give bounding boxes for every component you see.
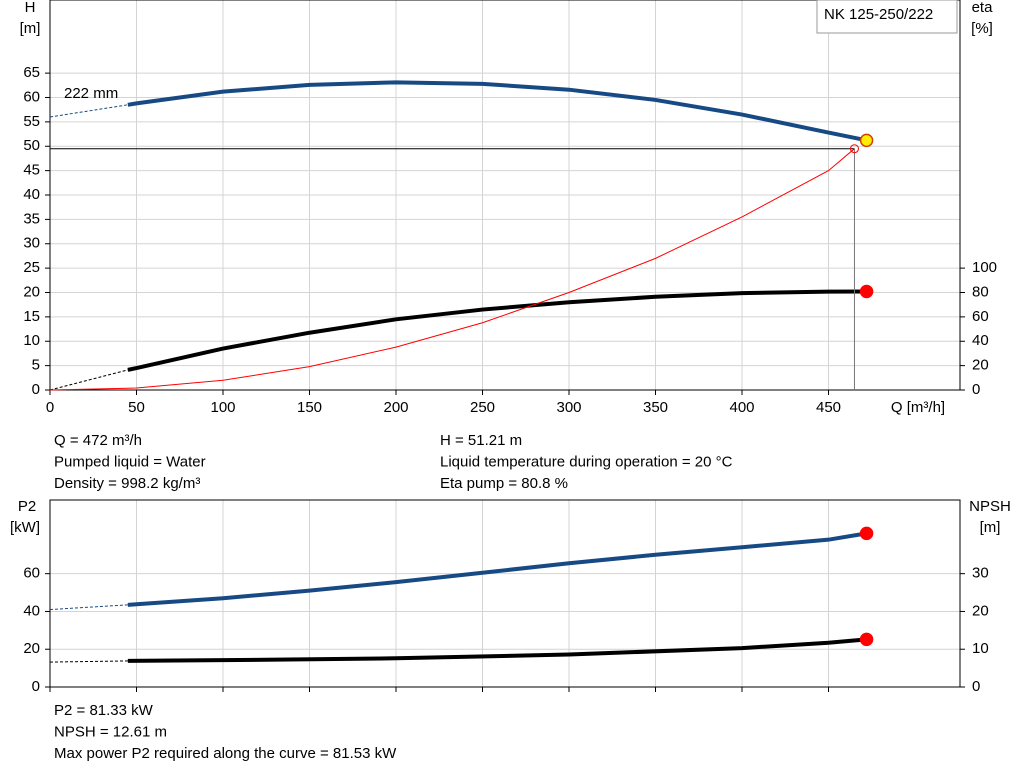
info-text: H = 51.21 m [440, 432, 522, 449]
y-tick-label: 0 [32, 678, 40, 695]
y-tick-label: 60 [23, 88, 40, 105]
y-tick-label: 45 [23, 162, 40, 179]
y-tick-label: 55 [23, 113, 40, 130]
y2-axis-label: eta [972, 0, 994, 16]
curve [49, 369, 128, 391]
y-tick-label: 50 [23, 137, 40, 154]
y2-axis-label: [m] [980, 519, 1001, 536]
y-tick-label: 20 [23, 640, 40, 657]
x-tick-label: 450 [816, 399, 841, 416]
point [859, 632, 874, 647]
x-tick-label: 50 [128, 399, 145, 416]
point [859, 133, 874, 148]
title-box [816, 0, 958, 34]
y-tick-label: 40 [23, 602, 40, 619]
curve [127, 637, 867, 663]
curve [127, 289, 867, 372]
y2-axis-label: NPSH [969, 498, 1011, 515]
x-tick-label: 0 [46, 399, 54, 416]
x-tick-label: 300 [556, 399, 581, 416]
curve [49, 148, 855, 391]
y-tick-label: 10 [23, 332, 40, 349]
y2-tick-label: 60 [972, 308, 989, 325]
curve [49, 604, 128, 611]
info-text: Max power P2 required along the curve = … [54, 745, 397, 762]
x-axis-label: Q [m³/h] [891, 399, 945, 416]
y2-tick-label: 10 [972, 640, 989, 657]
info-text: P2 = 81.33 kW [54, 702, 154, 719]
y-tick-label: 65 [23, 64, 40, 81]
point [859, 526, 874, 541]
y-tick-label: 40 [23, 186, 40, 203]
info-text: Pumped liquid = Water [54, 453, 206, 470]
x-tick-label: 200 [383, 399, 408, 416]
info-text: Liquid temperature during operation = 20… [440, 453, 733, 470]
y2-tick-label: 100 [972, 259, 997, 276]
y-tick-label: 35 [23, 210, 40, 227]
y-tick-label: 25 [23, 259, 40, 276]
chart-title: NK 125-250/222 [824, 6, 933, 23]
y-tick-label: 15 [23, 308, 40, 325]
y2-axis-label: [%] [971, 20, 993, 37]
y-tick-label: 0 [32, 381, 40, 398]
y-axis-label: [kW] [10, 519, 40, 536]
y-axis-label: H [25, 0, 36, 16]
y2-tick-label: 80 [972, 283, 989, 300]
info-text: NPSH = 12.61 m [54, 723, 167, 740]
x-tick-label: 100 [210, 399, 235, 416]
x-tick-label: 350 [643, 399, 668, 416]
y2-tick-label: 20 [972, 357, 989, 374]
curve-label: 222 mm [64, 85, 118, 102]
y2-tick-label: 40 [972, 332, 989, 349]
y-tick-label: 30 [23, 235, 40, 252]
x-tick-label: 150 [297, 399, 322, 416]
curve [49, 660, 128, 663]
y-tick-label: 60 [23, 565, 40, 582]
y2-tick-label: 0 [972, 678, 980, 695]
curve [127, 531, 867, 607]
x-tick-label: 250 [470, 399, 495, 416]
plot-frame [49, 499, 961, 688]
info-text: Density = 998.2 kg/m³ [54, 475, 200, 492]
info-text: Q = 472 m³/h [54, 432, 142, 449]
y2-tick-label: 0 [972, 381, 980, 398]
plot-frame [49, 0, 961, 391]
info-text: Eta pump = 80.8 % [440, 475, 568, 492]
curve [49, 104, 128, 118]
y-axis-label: [m] [20, 20, 41, 37]
y-tick-label: 20 [23, 283, 40, 300]
y-tick-label: 5 [32, 357, 40, 374]
point [849, 144, 859, 154]
x-tick-label: 400 [729, 399, 754, 416]
y-axis-label: P2 [18, 498, 36, 515]
point [859, 284, 874, 299]
y2-tick-label: 20 [972, 602, 989, 619]
y2-tick-label: 30 [972, 565, 989, 582]
curve [127, 80, 867, 143]
